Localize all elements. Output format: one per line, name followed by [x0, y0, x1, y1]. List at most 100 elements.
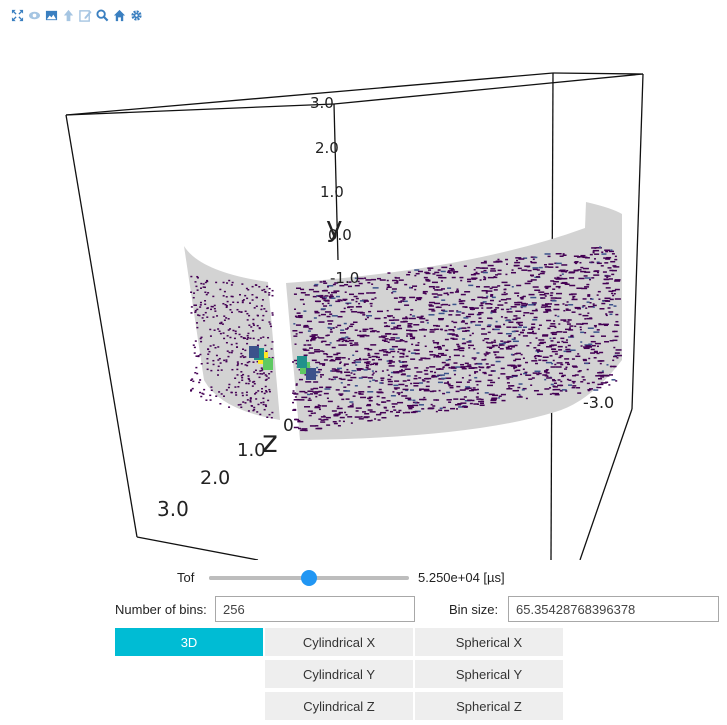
detector-pixel	[292, 390, 295, 392]
detector-pixel	[351, 362, 356, 364]
home-icon[interactable]	[112, 7, 127, 23]
gear-icon[interactable]	[129, 7, 144, 23]
detector-pixel	[421, 379, 424, 381]
detector-pixel	[228, 279, 231, 282]
detector-pixel	[373, 292, 376, 294]
detector-pixel	[482, 371, 487, 374]
detector-pixel	[608, 384, 611, 386]
detector-pixel	[552, 331, 558, 334]
detector-pixel	[564, 368, 568, 370]
detector-pixel	[213, 307, 216, 310]
detector-pixel	[393, 326, 399, 328]
tof-slider[interactable]	[209, 570, 409, 586]
detector-pixel	[338, 411, 343, 414]
detector-pixel	[601, 302, 606, 305]
spherical-z-button[interactable]: Spherical Z	[415, 692, 563, 720]
detector-pixel	[467, 399, 473, 401]
detector-pixel	[393, 297, 398, 299]
detector-pixel	[530, 260, 533, 263]
detector-pixel	[402, 300, 408, 303]
detector-pixel	[264, 385, 267, 388]
fullscreen-icon[interactable]	[10, 7, 25, 23]
detector-pixel	[447, 271, 451, 273]
controls-panel: Tof 5.250e+04 [µs] Number of bins: Bin s…	[0, 560, 727, 725]
detector-pixel	[251, 381, 254, 383]
detector-pixel	[560, 337, 565, 340]
detector-pixel	[531, 377, 535, 379]
detector-pixel	[457, 347, 464, 349]
detector-pixel	[470, 320, 476, 323]
detector-pixel	[537, 344, 541, 347]
detector-pixel	[349, 293, 355, 296]
cylindrical-y-button[interactable]: Cylindrical Y	[265, 660, 413, 688]
detector-pixel	[323, 297, 328, 299]
detector-pixel	[498, 300, 501, 302]
detector-pixel	[244, 349, 247, 352]
spherical-y-button[interactable]: Spherical Y	[415, 660, 563, 688]
bins-input[interactable]	[215, 596, 415, 622]
detector-pixel	[361, 299, 368, 302]
detector-pixel	[487, 331, 491, 334]
detector-pixel	[252, 361, 255, 363]
detector-pixel	[237, 404, 240, 406]
detector-pixel	[612, 359, 615, 362]
detector-pixel	[318, 408, 321, 411]
cylindrical-z-button[interactable]: Cylindrical Z	[265, 692, 413, 720]
3d-scene[interactable]: 3.0 2.0 1.0 0.0 -1.0 y 0 1.0 2.0 3.0 z -…	[0, 0, 727, 560]
detector-pixel	[616, 354, 622, 357]
detector-pixel	[465, 365, 472, 368]
detector-pixel	[374, 317, 381, 320]
detector-pixel	[455, 408, 458, 410]
detector-pixel	[399, 365, 404, 368]
detector-pixel	[583, 347, 590, 350]
spherical-x-button[interactable]: Spherical X	[415, 628, 563, 656]
detector-pixel	[545, 368, 549, 371]
edit-icon[interactable]	[78, 7, 93, 23]
detector-pixel	[587, 294, 591, 296]
detector-pixel	[511, 269, 514, 271]
detector-pixel	[390, 328, 396, 330]
detector-pixel	[271, 312, 274, 314]
detector-pixel	[252, 346, 256, 352]
arrow-up-icon[interactable]	[61, 7, 76, 23]
detector-pixel	[368, 310, 372, 313]
tof-slider-thumb[interactable]	[301, 570, 317, 586]
detector-pixel	[359, 300, 364, 302]
detector-pixel	[456, 310, 459, 312]
detector-pixel	[448, 314, 453, 316]
image-icon[interactable]	[44, 7, 59, 23]
detector-pixel	[222, 302, 225, 305]
detector-pixel	[518, 258, 525, 260]
detector-pixel	[454, 403, 461, 406]
detector-pixel	[312, 374, 316, 380]
detector-pixel	[465, 386, 471, 388]
detector-pixel	[532, 330, 535, 333]
detector-pixel	[558, 323, 561, 325]
detector-pixel	[358, 392, 362, 395]
detector-pixel	[414, 352, 420, 355]
detector-pixel	[575, 262, 578, 265]
detector-pixel	[508, 321, 514, 323]
bin-size-input[interactable]	[508, 596, 719, 622]
detector-pixel	[214, 346, 217, 349]
view-3d-button[interactable]: 3D	[115, 628, 263, 656]
detector-pixel	[567, 319, 570, 321]
detector-pixel	[538, 273, 541, 276]
detector-pixel	[602, 323, 609, 326]
zoom-icon[interactable]	[95, 7, 110, 23]
detector-pixel	[524, 265, 531, 267]
detector-pixel	[322, 364, 326, 366]
detector-pixel	[569, 349, 576, 351]
detector-pixel	[202, 286, 205, 288]
detector-pixel	[511, 338, 516, 341]
detector-pixel	[333, 290, 340, 292]
detector-pixel	[260, 390, 263, 393]
detector-pixel	[292, 330, 298, 332]
eye-icon[interactable]	[27, 7, 42, 23]
detector-pixel	[244, 337, 247, 340]
detector-pixel	[614, 352, 620, 354]
detector-pixel	[234, 391, 237, 394]
detector-pixel	[346, 303, 349, 305]
detector-pixel	[344, 291, 347, 293]
cylindrical-x-button[interactable]: Cylindrical X	[265, 628, 413, 656]
